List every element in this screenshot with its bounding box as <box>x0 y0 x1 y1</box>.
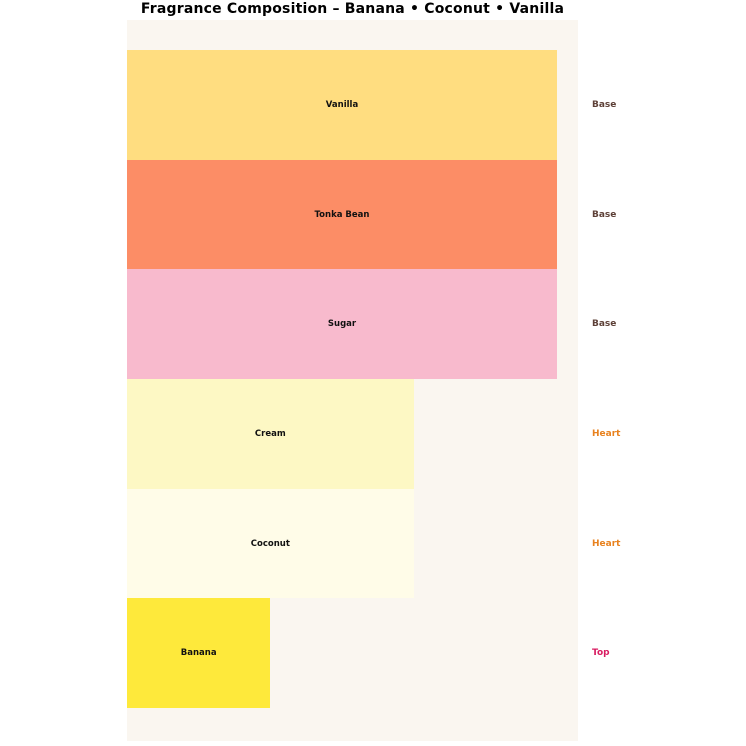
bar-row: Cream <box>127 379 557 489</box>
tier-label-base-3: Base <box>592 319 617 330</box>
bar-cream[interactable]: Cream <box>127 379 414 489</box>
chart-title: Fragrance Composition – Banana • Coconut… <box>140 1 565 17</box>
bar-label-cream: Cream <box>254 428 286 439</box>
tier-label-heart-1: Heart <box>592 428 621 439</box>
bar-row: Vanilla <box>127 50 557 160</box>
bar-coconut[interactable]: Coconut <box>127 488 414 599</box>
tier-label-heart-2: Heart <box>592 538 621 549</box>
bar-row: Coconut <box>127 488 557 599</box>
bar-banana[interactable]: Banana <box>127 598 271 709</box>
bar-vanilla[interactable]: Vanilla <box>127 50 557 160</box>
bar-tonka-bean[interactable]: Tonka Bean <box>127 159 557 270</box>
tier-label-base-2: Base <box>592 209 617 220</box>
bar-row: Sugar <box>127 269 557 380</box>
bar-label-banana: Banana <box>180 648 217 659</box>
bar-row: Tonka Bean <box>127 159 557 270</box>
bar-row: Banana <box>127 598 557 709</box>
tier-label-top-1: Top <box>592 648 610 659</box>
bar-label-tonka-bean: Tonka Bean <box>314 209 370 220</box>
bar-label-vanilla: Vanilla <box>325 99 359 110</box>
bar-label-coconut: Coconut <box>250 538 290 549</box>
bar-label-sugar: Sugar <box>327 319 357 330</box>
tier-label-base-1: Base <box>592 99 617 110</box>
tier-labels-column: Base Base Base Heart Heart Top <box>592 50 652 708</box>
bar-sugar[interactable]: Sugar <box>127 269 557 380</box>
plot-area: Vanilla Tonka Bean Sugar Cream <box>127 20 578 741</box>
bars-container: Vanilla Tonka Bean Sugar Cream <box>127 50 557 709</box>
